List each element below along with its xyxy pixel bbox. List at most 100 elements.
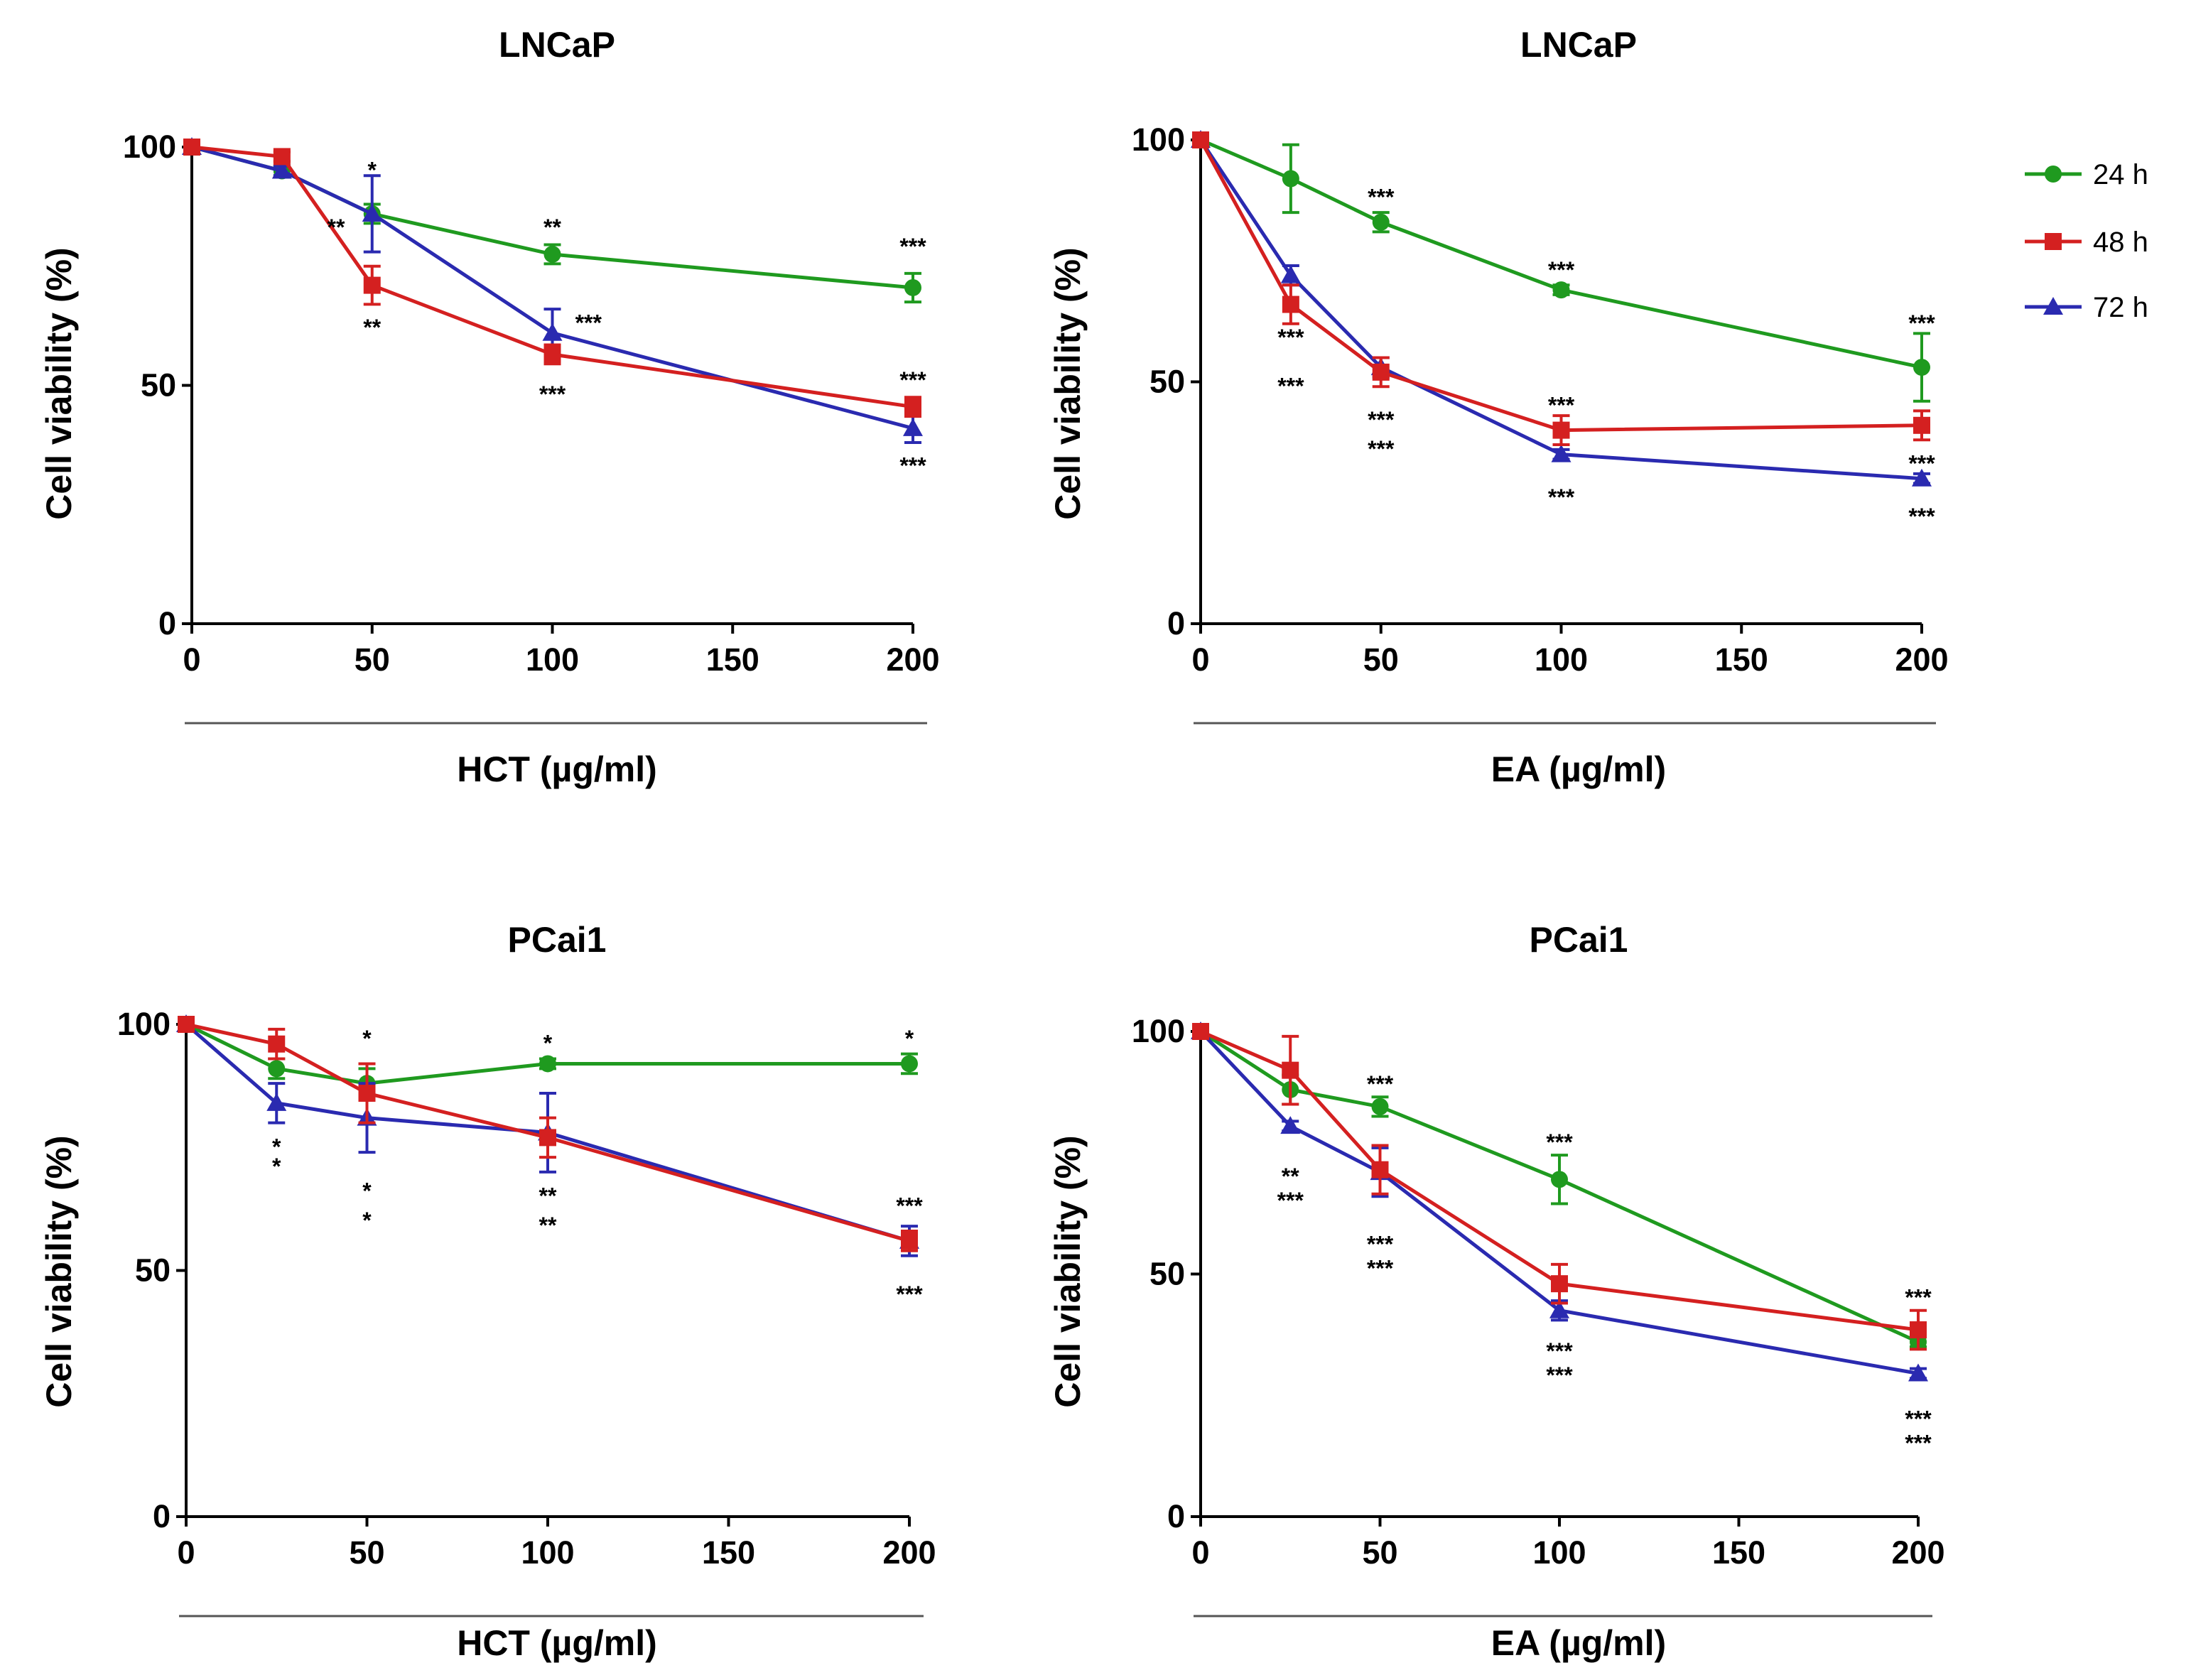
chart-title: LNCaP bbox=[1520, 25, 1637, 65]
data-point-square bbox=[1371, 1161, 1389, 1178]
significance-label: *** bbox=[1277, 1188, 1304, 1213]
data-point-triangle bbox=[1280, 265, 1301, 283]
x-tick-label: 100 bbox=[1532, 1534, 1586, 1571]
y-tick-label: 50 bbox=[1149, 1256, 1185, 1292]
data-point-square bbox=[178, 1016, 195, 1033]
series-48h bbox=[183, 139, 921, 418]
y-tick-label: 0 bbox=[153, 1498, 171, 1534]
y-axis-label: Cell viability (%) bbox=[1048, 1135, 1088, 1407]
significance-label: *** bbox=[1546, 1338, 1573, 1364]
legend-item-72h: 72 h bbox=[2025, 292, 2148, 323]
x-tick-label: 150 bbox=[702, 1534, 755, 1571]
panel-pcai1-hct: PCai1 Cell viability (%) HCT (µg/ml) 0 50… bbox=[39, 920, 936, 1663]
significance-label: ** bbox=[363, 315, 381, 340]
significance-label: *** bbox=[1905, 1431, 1932, 1456]
x-tick-label: 100 bbox=[1535, 641, 1588, 678]
significance-label: *** bbox=[1367, 1256, 1394, 1281]
significance-label: *** bbox=[1546, 1129, 1573, 1155]
significance-label: *** bbox=[1908, 450, 1935, 476]
y-tick-label: 100 bbox=[123, 129, 176, 165]
x-tick-label: 50 bbox=[1363, 641, 1399, 678]
x-tick-label: 50 bbox=[355, 641, 390, 678]
series-48h bbox=[1192, 131, 1930, 447]
data-point-square bbox=[1282, 296, 1299, 313]
y-tick-label: 50 bbox=[1149, 364, 1185, 400]
data-point-circle bbox=[1913, 359, 1930, 376]
data-point-square bbox=[358, 1085, 376, 1102]
x-tick-label: 0 bbox=[183, 641, 200, 678]
significance-label: *** bbox=[1908, 504, 1935, 529]
x-tick-label: 100 bbox=[526, 641, 579, 678]
y-tick-label: 0 bbox=[1167, 605, 1185, 641]
x-tick-label: 100 bbox=[521, 1534, 574, 1571]
chart-title: PCai1 bbox=[508, 920, 607, 960]
data-point-circle bbox=[1552, 281, 1570, 299]
significance-label: *** bbox=[1548, 484, 1575, 510]
legend-circle-marker bbox=[2045, 166, 2062, 183]
y-tick-label: 100 bbox=[1132, 1013, 1185, 1049]
x-tick-label: 200 bbox=[1895, 641, 1948, 678]
data-point-square bbox=[1192, 1023, 1209, 1040]
significance-label: * bbox=[362, 1178, 372, 1204]
data-point-circle bbox=[1372, 213, 1390, 231]
significance-label: ** bbox=[1282, 1164, 1299, 1189]
data-point-triangle bbox=[903, 418, 923, 436]
significance-label: * bbox=[368, 158, 377, 183]
legend-item-24h: 24 h bbox=[2025, 159, 2148, 190]
data-point-square bbox=[904, 398, 921, 416]
data-point-triangle bbox=[542, 323, 563, 341]
significance-label: *** bbox=[539, 381, 566, 407]
significance-label: ** bbox=[539, 1213, 557, 1238]
legend-label: 48 h bbox=[2093, 227, 2148, 258]
legend-item-48h: 48 h bbox=[2025, 227, 2148, 258]
data-point-square bbox=[539, 1129, 556, 1147]
series-48h bbox=[1192, 1023, 1927, 1351]
y-tick-label: 0 bbox=[158, 605, 176, 641]
data-point-square bbox=[363, 276, 381, 294]
significance-label: * bbox=[362, 1208, 372, 1233]
series-24h bbox=[178, 1016, 918, 1100]
y-axis-label: Cell viability (%) bbox=[39, 1135, 79, 1407]
x-tick-label: 50 bbox=[349, 1534, 384, 1571]
panel-lncap-hct: LNCaP Cell viability (%) HCT (µg/ml) 0 50… bbox=[39, 25, 940, 789]
x-tick-label: 150 bbox=[1712, 1534, 1765, 1571]
panel-lncap-ea: LNCaP Cell viability (%) EA (µg/ml) 0 50 1… bbox=[1048, 25, 1949, 789]
data-point-triangle bbox=[1912, 468, 1932, 487]
data-point-square bbox=[543, 345, 561, 363]
significance-label: * bbox=[272, 1154, 281, 1179]
legend-label: 72 h bbox=[2093, 292, 2148, 323]
series-48h bbox=[178, 1016, 918, 1252]
significance-label: *** bbox=[1277, 373, 1304, 399]
y-axis-label: Cell viability (%) bbox=[1048, 247, 1088, 519]
significance-label: *** bbox=[1368, 407, 1395, 433]
x-tick-label: 200 bbox=[1891, 1534, 1944, 1571]
x-tick-label: 200 bbox=[882, 1534, 936, 1571]
significance-label: *** bbox=[1908, 310, 1935, 336]
significance-label: *** bbox=[1905, 1406, 1932, 1431]
significance-label: *** bbox=[1368, 436, 1395, 462]
data-point-circle bbox=[543, 245, 561, 263]
significance-label: *** bbox=[899, 367, 926, 393]
data-point-square bbox=[183, 139, 200, 156]
x-tick-label: 200 bbox=[886, 641, 939, 678]
data-point-triangle bbox=[1280, 1116, 1301, 1134]
data-point-circle bbox=[1282, 170, 1299, 188]
significance-label: *** bbox=[896, 1193, 923, 1218]
data-point-square bbox=[1372, 363, 1390, 381]
data-point-square bbox=[1552, 421, 1570, 439]
significance-label: * bbox=[543, 1031, 553, 1056]
x-axis-label: EA (µg/ml) bbox=[1491, 1623, 1666, 1663]
significance-label: *** bbox=[896, 1281, 923, 1307]
data-point-triangle bbox=[362, 203, 382, 222]
x-tick-label: 150 bbox=[1715, 641, 1768, 678]
series-line bbox=[1200, 138, 1922, 369]
legend-label: 24 h bbox=[2093, 159, 2148, 190]
significance-label: *** bbox=[1548, 393, 1575, 418]
data-point-circle bbox=[1551, 1171, 1568, 1188]
legend-square-marker bbox=[2045, 233, 2062, 250]
data-point-triangle bbox=[1549, 1300, 1569, 1318]
significance-label: ** bbox=[328, 215, 345, 240]
y-tick-label: 0 bbox=[1167, 1498, 1185, 1534]
data-point-circle bbox=[901, 1055, 918, 1073]
